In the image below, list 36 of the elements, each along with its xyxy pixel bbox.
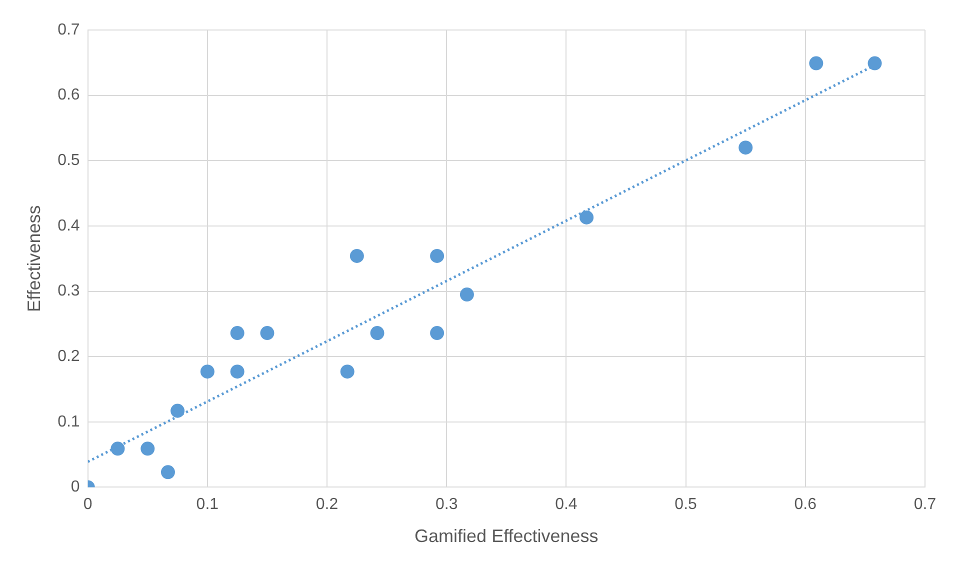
point	[260, 326, 274, 340]
point	[170, 404, 185, 418]
point	[430, 248, 444, 263]
y-tick-label: 0.2	[58, 348, 80, 365]
y-tick-label: 0.6	[58, 86, 80, 104]
point	[160, 465, 175, 480]
point	[230, 326, 244, 340]
y-tick-label: 0.7	[58, 21, 80, 38]
point	[230, 364, 244, 379]
point	[200, 364, 214, 379]
y-axis-title: Effectiveness	[24, 205, 44, 312]
point	[460, 288, 474, 302]
point	[350, 248, 364, 263]
x-tick-label: 0.3	[436, 496, 458, 514]
x-axis-title: Gamified Effectiveness	[414, 526, 598, 546]
point	[110, 442, 125, 456]
x-tick-label: 0.5	[674, 496, 698, 514]
point	[370, 326, 384, 340]
point	[340, 364, 354, 379]
point	[430, 326, 444, 340]
x-tick-label: 0	[83, 496, 92, 514]
x-tick-label: 0.2	[316, 496, 338, 514]
point	[809, 56, 824, 70]
y-tick-label: 0	[70, 478, 80, 496]
x-tick-label: 0.1	[196, 496, 219, 514]
y-tick-label: 0.5	[58, 152, 80, 170]
point	[738, 140, 753, 155]
y-tick-label: 0.1	[58, 413, 80, 430]
y-tick-label: 0.3	[58, 282, 80, 300]
point	[868, 56, 882, 70]
y-tick-label: 0.4	[58, 217, 80, 234]
x-tick-label: 0.6	[794, 496, 817, 514]
x-tick-label: 0.4	[555, 496, 578, 514]
point	[140, 442, 155, 456]
x-tick-label: 0.7	[914, 496, 936, 514]
point	[580, 210, 594, 224]
